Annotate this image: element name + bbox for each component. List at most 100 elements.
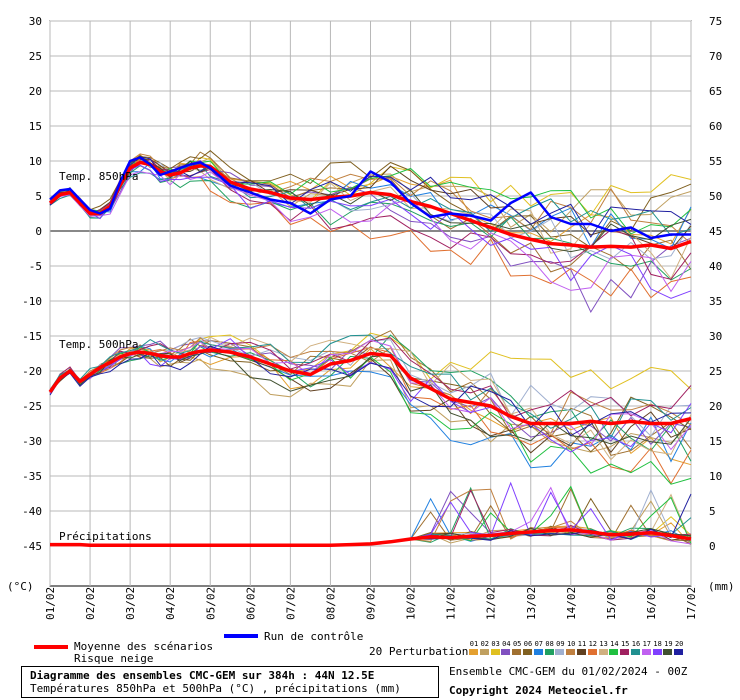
x-tick-label: 16/02 (645, 587, 658, 620)
perturbation-key-number: 17 (642, 640, 652, 648)
perturbation-key-number: 11 (577, 640, 587, 648)
perturbation-key-swatch (544, 649, 554, 655)
perturbation-line (49, 171, 692, 293)
perturbation-line (49, 345, 692, 437)
y-right-tick: 20 (709, 400, 722, 413)
section-label-t500: Temp. 500hPa (59, 338, 138, 351)
x-tick-label: 11/02 (445, 587, 458, 620)
y-right-tick: 30 (709, 330, 722, 343)
x-tick-label: 13/02 (525, 587, 538, 620)
perturbation-key-number: 20 (674, 640, 684, 648)
y-left-tick: 25 (29, 50, 42, 63)
chart-title: Diagramme des ensembles CMC-GEM sur 384h… (30, 669, 375, 682)
x-tick-label: 03/02 (124, 587, 137, 620)
y-left-tick: 15 (29, 120, 42, 133)
x-tick-label: 14/02 (565, 587, 578, 620)
perturbation-key-swatch (652, 649, 662, 655)
y-left-unit: (°C) (7, 580, 34, 593)
perturbation-key-swatch (674, 649, 684, 655)
y-left-tick: 10 (29, 155, 42, 168)
y-left-tick: -15 (22, 330, 42, 343)
perturbation-key-number: 07 (534, 640, 544, 648)
perturbation-key-swatch (501, 649, 511, 655)
control-line-t850 (49, 156, 691, 240)
perturbation-key-swatch (555, 649, 565, 655)
x-tick-label: 09/02 (365, 587, 378, 620)
y-left-tick: -45 (22, 540, 42, 553)
perturbation-key-swatch (566, 649, 576, 655)
chart-grid (49, 20, 692, 587)
y-right-tick: 75 (709, 15, 722, 28)
x-tick-label: 05/02 (204, 587, 217, 620)
legend-perturbations-label: 20 Perturbations (369, 645, 475, 658)
y-left-tick: -25 (22, 400, 42, 413)
x-tick-label: 10/02 (405, 587, 418, 620)
y-left-tick: 5 (35, 190, 42, 203)
ensemble-label: Ensemble CMC-GEM du 01/02/2024 - 00Z (449, 665, 688, 678)
perturbation-key-number: 03 (491, 640, 500, 648)
y-left-tick: -20 (22, 365, 42, 378)
perturbation-key-swatch (479, 649, 489, 655)
x-tick-label: 15/02 (605, 587, 618, 620)
chart-title-box: Diagramme des ensembles CMC-GEM sur 384h… (21, 666, 439, 698)
y-right-tick: 45 (709, 225, 722, 238)
perturbation-key-number: 13 (599, 640, 608, 648)
mean-line-precip (50, 528, 692, 548)
y-right-unit: (mm) (708, 580, 735, 593)
perturbation-key-swatch (663, 649, 673, 655)
perturbation-key-swatch (598, 649, 608, 655)
section-label-precip: Précipitations (59, 530, 152, 543)
x-tick-label: 17/02 (685, 587, 698, 620)
perturbation-key-number: 14 (610, 640, 619, 648)
y-right-tick: 55 (709, 155, 722, 168)
y-left-tick: -10 (22, 295, 42, 308)
y-left-tick: 30 (29, 15, 42, 28)
section-label-t850: Temp. 850hPa (59, 170, 138, 183)
perturbation-key-number: 18 (653, 640, 662, 648)
y-right-tick: 10 (709, 470, 722, 483)
perturbation-key-swatch (631, 649, 640, 655)
y-right-tick: 70 (709, 50, 722, 63)
perturbation-key-number: 16 (631, 640, 641, 648)
perturbation-key-number: 05 (512, 640, 522, 648)
y-left-tick: 20 (29, 85, 42, 98)
x-tick-label: 01/02 (44, 587, 57, 620)
copyright: Copyright 2024 Meteociel.fr (449, 684, 628, 697)
y-left-tick: -40 (22, 505, 42, 518)
y-right-tick: 40 (709, 260, 722, 273)
y-left-tick: -30 (22, 435, 42, 448)
perturbation-key-number: 12 (588, 640, 598, 648)
perturbation-key-number: 19 (664, 640, 673, 648)
legend-mean-label: Moyenne des scénarios (74, 640, 214, 653)
y-left-tick: 0 (35, 225, 42, 238)
y-right-tick: 5 (709, 505, 716, 518)
perturbation-key-number: 15 (620, 640, 630, 648)
x-tick-label: 08/02 (324, 587, 337, 620)
perturbation-key-swatch (490, 649, 500, 655)
perturbation-key-swatch (587, 649, 597, 655)
perturbation-key-swatch (641, 649, 651, 655)
legend-mean-swatch (34, 645, 68, 649)
main-series-lines (48, 156, 692, 548)
y-right-tick: 0 (709, 540, 716, 553)
perturbation-key-number: 08 (545, 640, 554, 648)
mean-line-t500 (48, 348, 692, 426)
perturbation-line (49, 339, 692, 446)
legend-snow-label: Risque neige (74, 652, 154, 665)
perturbation-key-number: 10 (566, 640, 576, 648)
perturbation-line (49, 337, 692, 435)
perturbation-key-number: 04 (502, 640, 511, 648)
perturbation-key-number: 01 (469, 640, 479, 648)
perturbation-line (49, 340, 692, 485)
perturbation-key-swatch (469, 649, 478, 655)
y-right-tick: 35 (709, 295, 722, 308)
perturbation-key-swatch (609, 649, 619, 655)
x-tick-label: 02/02 (84, 587, 97, 620)
legend-control-swatch (224, 634, 258, 638)
perturbation-key-number: 02 (480, 640, 490, 648)
perturbation-key-swatch (523, 649, 532, 655)
perturbation-key-swatch (533, 649, 543, 655)
y-right-tick: 50 (709, 190, 722, 203)
